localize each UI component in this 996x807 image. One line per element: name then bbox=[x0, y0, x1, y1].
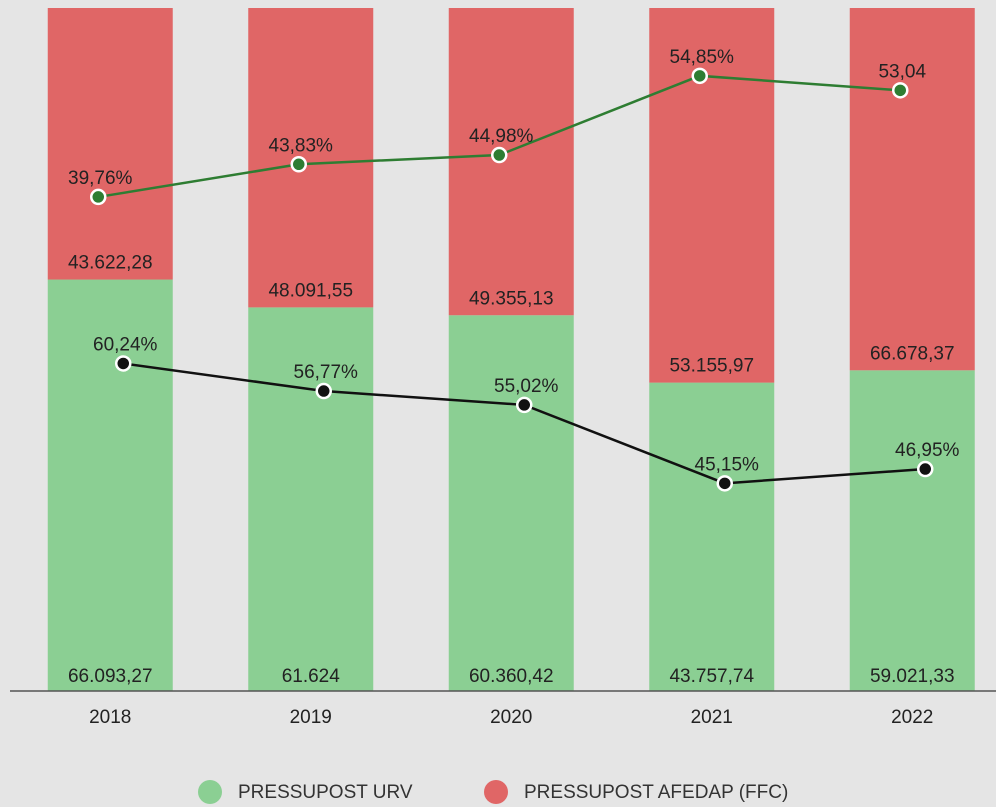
value-label: 61.624 bbox=[282, 666, 341, 687]
x-tick-label: 2020 bbox=[490, 707, 532, 728]
value-label: 48.091,55 bbox=[268, 280, 353, 301]
point-label: 53,04 bbox=[878, 61, 926, 82]
bar-segment bbox=[849, 8, 975, 371]
line-point bbox=[90, 188, 107, 206]
line-point bbox=[716, 475, 733, 492]
value-label: 66.093,27 bbox=[68, 666, 153, 687]
point-label: 46,95% bbox=[895, 440, 960, 461]
point-label: 43,83% bbox=[269, 135, 334, 156]
value-label: 43.757,74 bbox=[669, 666, 754, 687]
legend-label: PRESSUPOST URV bbox=[238, 782, 413, 803]
bar-segment bbox=[248, 307, 374, 691]
line-point bbox=[516, 396, 533, 414]
bar-segment bbox=[448, 8, 574, 316]
value-label: 49.355,13 bbox=[469, 288, 554, 309]
line-point bbox=[892, 82, 909, 99]
point-label: 55,02% bbox=[494, 376, 559, 397]
x-tick-label: 2022 bbox=[891, 707, 933, 728]
bar-segment bbox=[649, 382, 775, 691]
x-tick-label: 2021 bbox=[691, 707, 733, 728]
line-point bbox=[917, 460, 934, 478]
point-label: 44,98% bbox=[469, 126, 534, 147]
bar-segment bbox=[47, 279, 173, 691]
value-label: 60.360,42 bbox=[469, 666, 554, 687]
line-point bbox=[491, 146, 508, 164]
bar-segment bbox=[448, 315, 574, 691]
point-label: 60,24% bbox=[93, 334, 158, 355]
x-tick-label: 2019 bbox=[290, 707, 332, 728]
value-label: 43.622,28 bbox=[68, 253, 153, 274]
legend-label: PRESSUPOST AFEDAP (FFC) bbox=[524, 782, 788, 803]
point-label: 54,85% bbox=[670, 47, 735, 68]
bar-segment bbox=[649, 8, 775, 383]
bar-segment bbox=[47, 8, 173, 280]
line-point bbox=[115, 355, 132, 372]
point-label: 45,15% bbox=[695, 454, 760, 475]
line-point bbox=[691, 67, 708, 85]
x-tick-label: 2018 bbox=[89, 707, 131, 728]
line-point bbox=[315, 382, 332, 400]
value-label: 59.021,33 bbox=[870, 666, 955, 687]
line-point bbox=[290, 156, 307, 173]
value-label: 53.155,97 bbox=[669, 356, 754, 377]
point-label: 39,76% bbox=[68, 168, 133, 189]
bar-segment bbox=[849, 370, 975, 691]
legend-swatch bbox=[484, 780, 508, 804]
legend-swatch bbox=[198, 780, 222, 804]
point-label: 56,77% bbox=[294, 362, 359, 383]
bar-segment bbox=[248, 8, 374, 308]
value-label: 66.678,37 bbox=[870, 343, 955, 364]
